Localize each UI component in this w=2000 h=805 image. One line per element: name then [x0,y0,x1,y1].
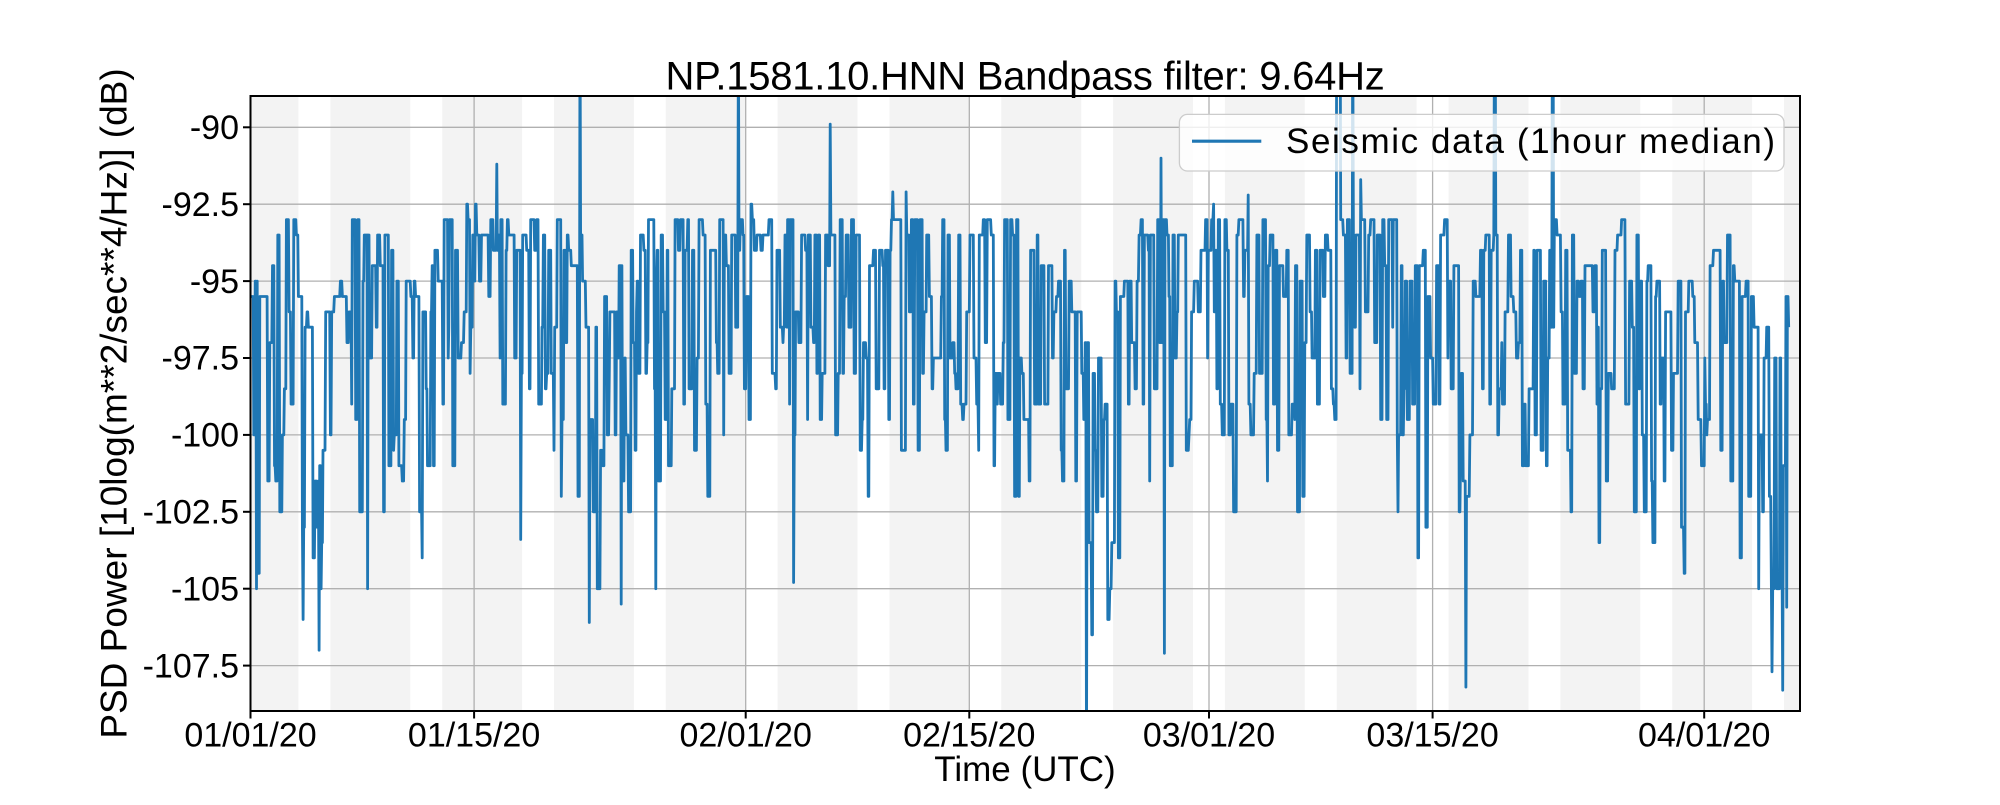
svg-text:04/01/20: 04/01/20 [1638,717,1770,755]
svg-text:-102.5: -102.5 [143,494,239,532]
svg-text:NP.1581.10.HNN Bandpass filter: NP.1581.10.HNN Bandpass filter: 9.64Hz [665,55,1384,99]
svg-text:-97.5: -97.5 [162,340,240,378]
svg-text:02/15/20: 02/15/20 [903,717,1035,755]
svg-text:Seismic data (1hour median): Seismic data (1hour median) [1286,122,1777,161]
svg-text:Time (UTC): Time (UTC) [934,750,1115,789]
svg-text:-90: -90 [190,109,239,147]
svg-text:03/15/20: 03/15/20 [1366,717,1498,755]
svg-text:-95: -95 [190,263,239,301]
svg-text:01/01/20: 01/01/20 [184,717,316,755]
svg-text:-100: -100 [171,417,239,455]
svg-text:-107.5: -107.5 [143,647,239,685]
svg-text:01/15/20: 01/15/20 [408,717,540,755]
svg-text:PSD Power [10log(m**2/sec**4/H: PSD Power [10log(m**2/sec**4/Hz)] (dB) [94,68,135,738]
svg-text:03/01/20: 03/01/20 [1143,717,1275,755]
svg-text:02/01/20: 02/01/20 [680,717,812,755]
svg-text:-105: -105 [171,570,239,608]
svg-text:-92.5: -92.5 [162,186,240,224]
